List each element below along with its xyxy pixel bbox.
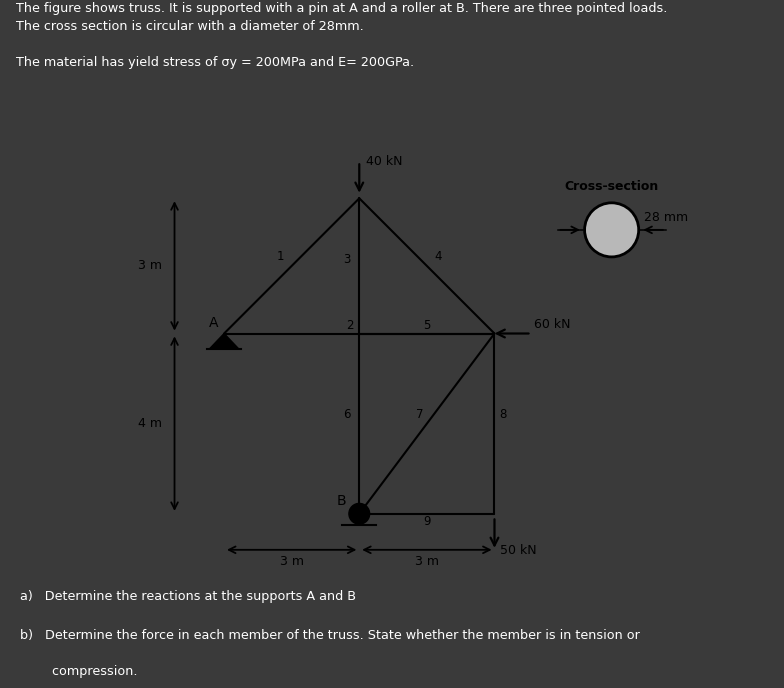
Text: 4: 4 — [434, 250, 442, 264]
Text: 3 m: 3 m — [280, 555, 303, 568]
Text: 4 m: 4 m — [138, 417, 162, 430]
Text: B: B — [336, 495, 346, 508]
Text: The figure shows truss. It is supported with a pin at A and a roller at B. There: The figure shows truss. It is supported … — [16, 3, 667, 69]
Text: 7: 7 — [416, 408, 424, 421]
Circle shape — [349, 504, 369, 524]
Polygon shape — [209, 334, 238, 349]
Text: b)   Determine the force in each member of the truss. State whether the member i: b) Determine the force in each member of… — [20, 630, 640, 643]
Text: 3 m: 3 m — [138, 259, 162, 272]
Text: 40 kN: 40 kN — [366, 155, 402, 168]
Text: a)   Determine the reactions at the supports A and B: a) Determine the reactions at the suppor… — [20, 590, 356, 603]
Text: 6: 6 — [343, 408, 350, 421]
Text: 3 m: 3 m — [415, 555, 439, 568]
Circle shape — [585, 203, 639, 257]
Text: 60 kN: 60 kN — [534, 318, 571, 331]
Text: A: A — [209, 316, 219, 330]
Text: compression.: compression. — [20, 665, 137, 678]
Text: 28 mm: 28 mm — [644, 211, 688, 224]
Text: 8: 8 — [499, 408, 506, 421]
Text: 9: 9 — [423, 515, 430, 528]
Text: 3: 3 — [343, 252, 350, 266]
Text: 1: 1 — [277, 250, 284, 264]
Text: 2: 2 — [347, 319, 354, 332]
Text: 5: 5 — [423, 319, 430, 332]
Text: Cross-section: Cross-section — [564, 180, 659, 193]
Text: 50 kN: 50 kN — [500, 544, 536, 557]
